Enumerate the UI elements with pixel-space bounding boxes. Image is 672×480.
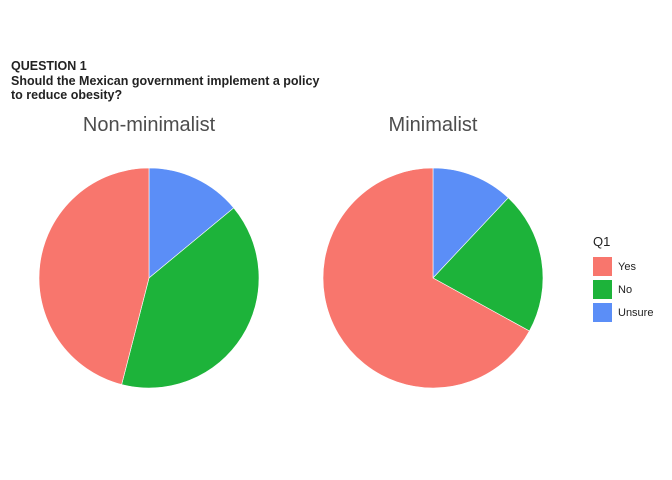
legend-swatch-unsure bbox=[593, 303, 612, 322]
legend-item-yes: Yes bbox=[593, 255, 653, 278]
pie-slice-minimalist-unsure bbox=[432, 167, 509, 279]
question-text-line2: to reduce obesity? bbox=[11, 88, 123, 102]
question-title-block: QUESTION 1 Should the Mexican government… bbox=[11, 59, 319, 103]
legend-label-unsure: Unsure bbox=[618, 306, 654, 319]
pie-slice-minimalist-no bbox=[432, 197, 544, 332]
legend-swatch-no bbox=[593, 280, 612, 299]
question-text-line1: Should the Mexican government implement … bbox=[11, 73, 320, 88]
pie-slice-non-minimalist-no bbox=[121, 207, 260, 389]
question-number: QUESTION 1 bbox=[11, 59, 87, 73]
legend-swatch-yes bbox=[593, 257, 612, 276]
panel-title-minimalist: Minimalist bbox=[388, 114, 478, 136]
panel-title-non-minimalist: Non-minimalist bbox=[82, 114, 216, 136]
legend-label-no: No bbox=[618, 283, 633, 296]
legend: Q1 Yes No Unsure bbox=[593, 234, 653, 324]
pie-slice-non-minimalist-unsure bbox=[148, 167, 235, 279]
legend-label-yes: Yes bbox=[618, 260, 636, 273]
pie-slice-minimalist-yes bbox=[322, 167, 530, 389]
pie-slice-non-minimalist-yes bbox=[38, 167, 150, 385]
legend-title: Q1 bbox=[593, 234, 611, 249]
legend-item-no: No bbox=[593, 278, 653, 301]
legend-item-unsure: Unsure bbox=[593, 301, 653, 324]
